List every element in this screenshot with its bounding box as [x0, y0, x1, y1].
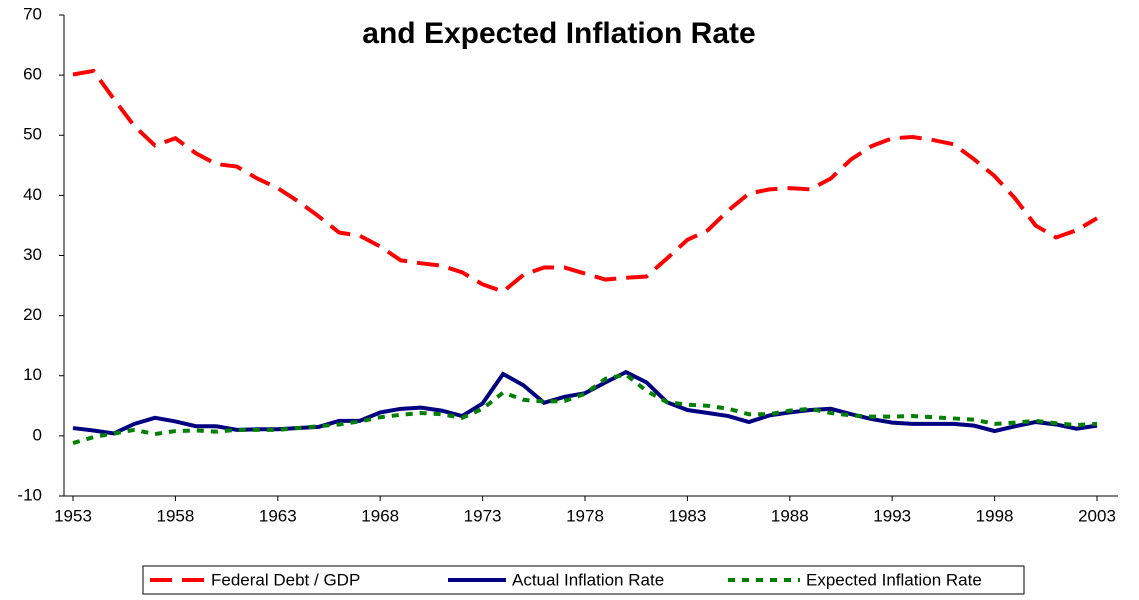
y-tick-label: -10 — [17, 485, 42, 504]
legend-label: Expected Inflation Rate — [806, 570, 982, 589]
series-line — [72, 372, 1098, 446]
legend-box — [142, 565, 1025, 595]
chart-title: and Expected Inflation Rate — [362, 17, 755, 50]
series-line — [72, 68, 1099, 294]
x-tick-label: 1993 — [873, 506, 911, 525]
x-tick-label: 1998 — [976, 506, 1014, 525]
y-tick-label: 20 — [23, 305, 42, 324]
legend-label: Federal Debt / GDP — [211, 570, 360, 589]
y-tick-label: 70 — [23, 4, 42, 23]
y-tick-label: 60 — [23, 65, 42, 84]
series-line — [72, 369, 1098, 436]
y-tick-label: 50 — [23, 125, 42, 144]
x-tick-label: 1958 — [156, 506, 194, 525]
x-tick-label: 1983 — [668, 506, 706, 525]
x-tick-label: 2003 — [1078, 506, 1116, 525]
x-tick-label: 1988 — [771, 506, 809, 525]
y-tick-label: 10 — [23, 365, 42, 384]
y-tick-label: 40 — [23, 185, 42, 204]
x-tick-label: 1968 — [361, 506, 399, 525]
x-tick-label: 1953 — [54, 506, 92, 525]
y-tick-label: 30 — [23, 245, 42, 264]
legend-label: Actual Inflation Rate — [512, 570, 664, 589]
y-tick-label: 0 — [33, 425, 42, 444]
x-tick-label: 1978 — [566, 506, 604, 525]
x-tick-label: 1963 — [259, 506, 297, 525]
x-tick-label: 1973 — [464, 506, 502, 525]
